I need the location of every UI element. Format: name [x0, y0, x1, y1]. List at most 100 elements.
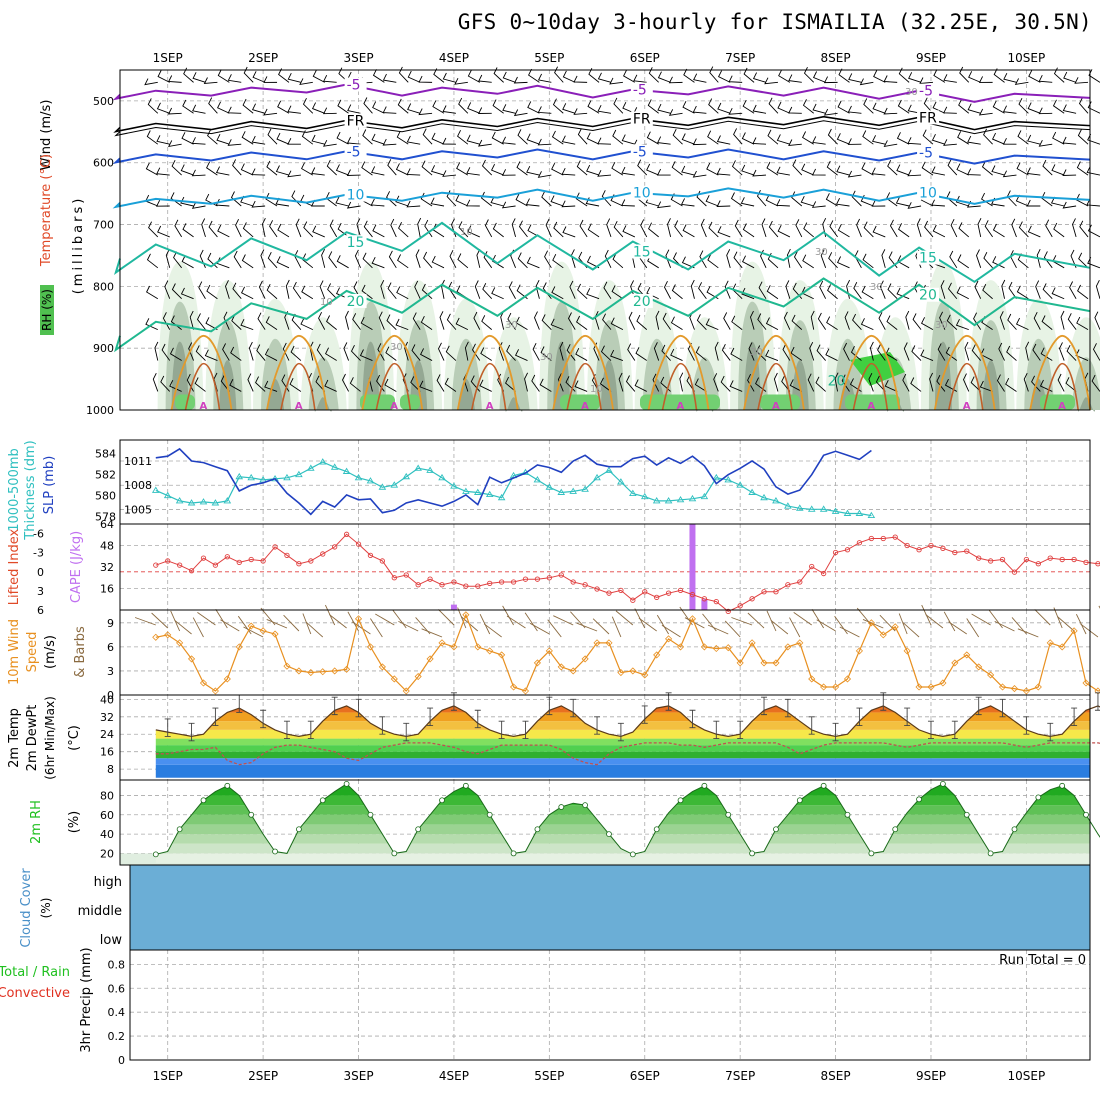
temperature-axis-label: 2m Temp: [7, 708, 22, 768]
temperature-contour-25: [552, 334, 615, 411]
wind-barb: [382, 73, 397, 83]
wind-barb: [370, 618, 383, 638]
wind-barb: [263, 108, 278, 116]
wind-barb: [529, 622, 550, 635]
temperature-minmax-bar: [307, 720, 314, 740]
wind-barb: [611, 161, 624, 176]
wind-barb: [442, 170, 456, 177]
wind-barb: [599, 377, 612, 392]
wind-barb: [154, 341, 159, 361]
thickness-point: [855, 509, 864, 516]
wind-speed-point: [1034, 683, 1042, 691]
wind-barb: [613, 97, 624, 114]
lifted-index-point: [856, 540, 863, 546]
wind-barb: [292, 281, 302, 299]
temperature-minmax-bar: [951, 720, 958, 740]
wind-barb: [981, 192, 993, 207]
wind-speed-point: [152, 633, 160, 641]
wind-barb: [843, 342, 850, 361]
temperature-minmax-bar: [474, 709, 481, 729]
wind-barb: [896, 287, 910, 300]
temperature-contour: [114, 221, 1091, 283]
lifted-index-point: [546, 575, 552, 581]
wind-barb: [656, 168, 671, 176]
wind-barb: [349, 377, 361, 392]
date-label-bottom: 7SEP: [725, 1069, 755, 1083]
wind-barb: [998, 342, 1005, 361]
label-bg: [630, 244, 653, 259]
lifted-index-point: [272, 544, 278, 550]
wind-barb: [266, 160, 278, 176]
wind-barb: [693, 73, 707, 83]
wind-barb: [526, 133, 540, 145]
wind-barb: [174, 219, 183, 238]
wind-barb: [724, 620, 741, 638]
wind-barb: [717, 102, 731, 114]
wind-barb: [947, 282, 958, 300]
wind-barb: [646, 286, 659, 300]
temperature-contour: [112, 83, 1091, 103]
wind-barb: [392, 610, 407, 629]
rh-contour-label: 10: [590, 384, 603, 395]
lifted-index-point: [701, 596, 708, 602]
lifted-index-point: [713, 598, 719, 605]
wind-barb: [335, 196, 349, 207]
wind-barb: [731, 617, 753, 626]
wind-barb: [968, 71, 981, 83]
temperature-contour-label: -5: [919, 146, 933, 162]
wind-barb: [550, 195, 564, 207]
lifted-index-point: [749, 596, 755, 602]
wind-speed-point: [438, 639, 446, 647]
wind-barb: [167, 75, 182, 83]
slp-line: [155, 447, 872, 516]
thickness-point: [700, 492, 709, 500]
rh-point: [629, 851, 636, 858]
wind-barb: [847, 105, 862, 114]
wind-barb: [1051, 287, 1065, 300]
temperature-contour: [112, 187, 1091, 209]
wind-barb: [446, 313, 457, 330]
wind-barb: [180, 287, 194, 300]
wind-tick: 0: [107, 689, 114, 702]
thickness-point: [545, 483, 554, 490]
temperature-minmax-bar: [546, 696, 553, 716]
wind-barb: [181, 132, 194, 145]
rh-point: [343, 780, 350, 787]
wind-barb: [670, 316, 683, 331]
wind-barb: [802, 99, 814, 114]
wind-barb: [432, 100, 445, 114]
wind-barb: [481, 159, 493, 176]
wind-speed-point: [354, 615, 363, 623]
wind-barb: [300, 317, 314, 331]
wind-barb: [278, 68, 290, 83]
wind-barb: [222, 343, 230, 361]
wind-barb: [263, 76, 278, 83]
wind-barb: [356, 218, 361, 238]
wind-barb: [752, 104, 767, 114]
wind-barb: [395, 195, 409, 207]
wind-barb: [454, 77, 468, 85]
wind-barb: [189, 310, 194, 330]
wind-barb: [406, 168, 421, 176]
wind-barb: [562, 103, 576, 114]
rh-point: [1035, 794, 1042, 801]
wind-barb: [970, 376, 981, 392]
wind-barb: [241, 131, 254, 145]
wind-barb: [375, 613, 395, 626]
wind-barb: [597, 137, 611, 145]
temperature-contour-25: [1029, 334, 1092, 411]
wind-barb: [311, 134, 325, 145]
wind-barb: [156, 167, 170, 176]
wind-barb: [196, 313, 206, 330]
wind-barb: [370, 198, 385, 207]
rh-point: [272, 848, 278, 855]
wind-barb: [484, 219, 493, 238]
rh-axis-label: (%): [67, 811, 82, 834]
wind-barb: [1038, 107, 1053, 115]
wind-barb: [573, 75, 588, 83]
wind-barb: [252, 71, 266, 83]
wind-barb: [1074, 77, 1089, 84]
rh-axis-label: 2m RH: [29, 800, 44, 844]
wind-barb: [323, 139, 337, 147]
wind-barb: [823, 108, 838, 116]
